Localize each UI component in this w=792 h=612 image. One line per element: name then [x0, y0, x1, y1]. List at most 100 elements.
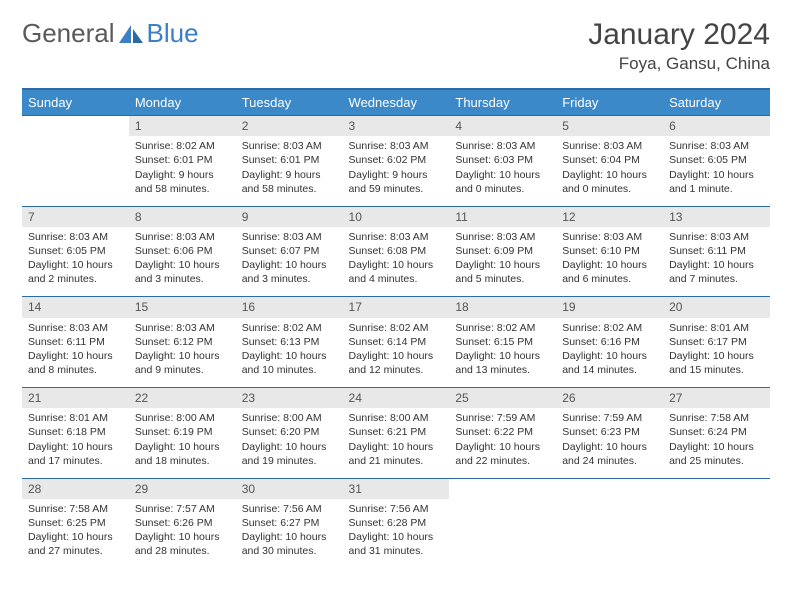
- sunset-text: Sunset: 6:06 PM: [135, 244, 230, 258]
- daylight-text: and 27 minutes.: [28, 544, 123, 558]
- daylight-text: and 2 minutes.: [28, 272, 123, 286]
- day-number: [663, 478, 770, 499]
- sunset-text: Sunset: 6:28 PM: [349, 516, 444, 530]
- day-detail: Sunrise: 8:02 AMSunset: 6:01 PMDaylight:…: [129, 136, 236, 206]
- sail-icon: [117, 23, 145, 45]
- sunset-text: Sunset: 6:11 PM: [28, 335, 123, 349]
- sunset-text: Sunset: 6:24 PM: [669, 425, 764, 439]
- day-detail: [449, 499, 556, 569]
- daylight-text: Daylight: 9 hours: [349, 168, 444, 182]
- sunrise-text: Sunrise: 8:01 AM: [28, 411, 123, 425]
- day-detail: [22, 136, 129, 206]
- daylight-text: Daylight: 10 hours: [349, 349, 444, 363]
- page-title: January 2024: [588, 18, 770, 52]
- daylight-text: and 0 minutes.: [455, 182, 550, 196]
- daylight-text: and 21 minutes.: [349, 454, 444, 468]
- brand-left: General: [22, 18, 115, 48]
- day-detail: Sunrise: 8:03 AMSunset: 6:10 PMDaylight:…: [556, 227, 663, 297]
- daylight-text: and 58 minutes.: [135, 182, 230, 196]
- sunset-text: Sunset: 6:12 PM: [135, 335, 230, 349]
- sunrise-text: Sunrise: 7:56 AM: [349, 502, 444, 516]
- day-detail: [663, 499, 770, 569]
- weekday-header-row: Sunday Monday Tuesday Wednesday Thursday…: [22, 89, 770, 116]
- daylight-text: and 14 minutes.: [562, 363, 657, 377]
- daylight-text: and 18 minutes.: [135, 454, 230, 468]
- daylight-text: and 25 minutes.: [669, 454, 764, 468]
- day-detail: Sunrise: 8:01 AMSunset: 6:18 PMDaylight:…: [22, 408, 129, 478]
- daylight-text: and 3 minutes.: [135, 272, 230, 286]
- daylight-text: and 10 minutes.: [242, 363, 337, 377]
- daylight-text: Daylight: 10 hours: [242, 530, 337, 544]
- sunrise-text: Sunrise: 8:00 AM: [242, 411, 337, 425]
- weekday-header: Wednesday: [343, 89, 450, 116]
- daylight-text: Daylight: 10 hours: [562, 258, 657, 272]
- day-number: 25: [449, 388, 556, 409]
- sunset-text: Sunset: 6:10 PM: [562, 244, 657, 258]
- daylight-text: and 12 minutes.: [349, 363, 444, 377]
- day-number-row: 123456: [22, 116, 770, 137]
- sunset-text: Sunset: 6:18 PM: [28, 425, 123, 439]
- sunset-text: Sunset: 6:04 PM: [562, 153, 657, 167]
- sunrise-text: Sunrise: 8:00 AM: [349, 411, 444, 425]
- daylight-text: Daylight: 10 hours: [242, 258, 337, 272]
- daylight-text: Daylight: 9 hours: [135, 168, 230, 182]
- day-number: 29: [129, 478, 236, 499]
- daylight-text: Daylight: 10 hours: [28, 440, 123, 454]
- day-detail: Sunrise: 8:03 AMSunset: 6:05 PMDaylight:…: [22, 227, 129, 297]
- day-detail: Sunrise: 8:03 AMSunset: 6:03 PMDaylight:…: [449, 136, 556, 206]
- day-detail: Sunrise: 8:03 AMSunset: 6:12 PMDaylight:…: [129, 318, 236, 388]
- title-block: January 2024 Foya, Gansu, China: [588, 18, 770, 74]
- sunrise-text: Sunrise: 8:02 AM: [455, 321, 550, 335]
- sunrise-text: Sunrise: 8:03 AM: [562, 139, 657, 153]
- weekday-header: Thursday: [449, 89, 556, 116]
- day-number: 15: [129, 297, 236, 318]
- brand-text: General: [22, 18, 115, 49]
- daylight-text: and 59 minutes.: [349, 182, 444, 196]
- daylight-text: and 19 minutes.: [242, 454, 337, 468]
- brand-logo: General Blue: [22, 18, 199, 49]
- daylight-text: Daylight: 10 hours: [455, 168, 550, 182]
- sunrise-text: Sunrise: 8:03 AM: [28, 321, 123, 335]
- daylight-text: and 28 minutes.: [135, 544, 230, 558]
- sunset-text: Sunset: 6:23 PM: [562, 425, 657, 439]
- day-number: 27: [663, 388, 770, 409]
- daylight-text: and 6 minutes.: [562, 272, 657, 286]
- daylight-text: Daylight: 10 hours: [349, 440, 444, 454]
- day-number: 5: [556, 116, 663, 137]
- day-number-row: 28293031: [22, 478, 770, 499]
- day-number: 10: [343, 206, 450, 227]
- day-detail: Sunrise: 7:58 AMSunset: 6:25 PMDaylight:…: [22, 499, 129, 569]
- sunrise-text: Sunrise: 8:03 AM: [135, 230, 230, 244]
- day-number: [22, 116, 129, 137]
- day-number: 21: [22, 388, 129, 409]
- daylight-text: Daylight: 10 hours: [669, 440, 764, 454]
- daylight-text: Daylight: 10 hours: [455, 349, 550, 363]
- day-number: 22: [129, 388, 236, 409]
- sunset-text: Sunset: 6:17 PM: [669, 335, 764, 349]
- sunset-text: Sunset: 6:09 PM: [455, 244, 550, 258]
- day-detail: Sunrise: 8:00 AMSunset: 6:20 PMDaylight:…: [236, 408, 343, 478]
- sunrise-text: Sunrise: 8:00 AM: [135, 411, 230, 425]
- day-detail: Sunrise: 8:00 AMSunset: 6:19 PMDaylight:…: [129, 408, 236, 478]
- sunrise-text: Sunrise: 8:02 AM: [562, 321, 657, 335]
- sunset-text: Sunset: 6:02 PM: [349, 153, 444, 167]
- day-number: 31: [343, 478, 450, 499]
- day-detail: [556, 499, 663, 569]
- daylight-text: Daylight: 10 hours: [135, 349, 230, 363]
- sunrise-text: Sunrise: 7:58 AM: [28, 502, 123, 516]
- weekday-header: Friday: [556, 89, 663, 116]
- sunset-text: Sunset: 6:16 PM: [562, 335, 657, 349]
- sunrise-text: Sunrise: 7:57 AM: [135, 502, 230, 516]
- weekday-header: Tuesday: [236, 89, 343, 116]
- sunset-text: Sunset: 6:22 PM: [455, 425, 550, 439]
- daylight-text: Daylight: 10 hours: [242, 349, 337, 363]
- day-number: [449, 478, 556, 499]
- sunrise-text: Sunrise: 8:03 AM: [669, 139, 764, 153]
- day-detail: Sunrise: 7:59 AMSunset: 6:22 PMDaylight:…: [449, 408, 556, 478]
- calendar-body: 123456Sunrise: 8:02 AMSunset: 6:01 PMDay…: [22, 116, 770, 569]
- day-number: 1: [129, 116, 236, 137]
- day-detail: Sunrise: 8:03 AMSunset: 6:06 PMDaylight:…: [129, 227, 236, 297]
- daylight-text: and 0 minutes.: [562, 182, 657, 196]
- sunrise-text: Sunrise: 8:03 AM: [135, 321, 230, 335]
- day-number-row: 21222324252627: [22, 388, 770, 409]
